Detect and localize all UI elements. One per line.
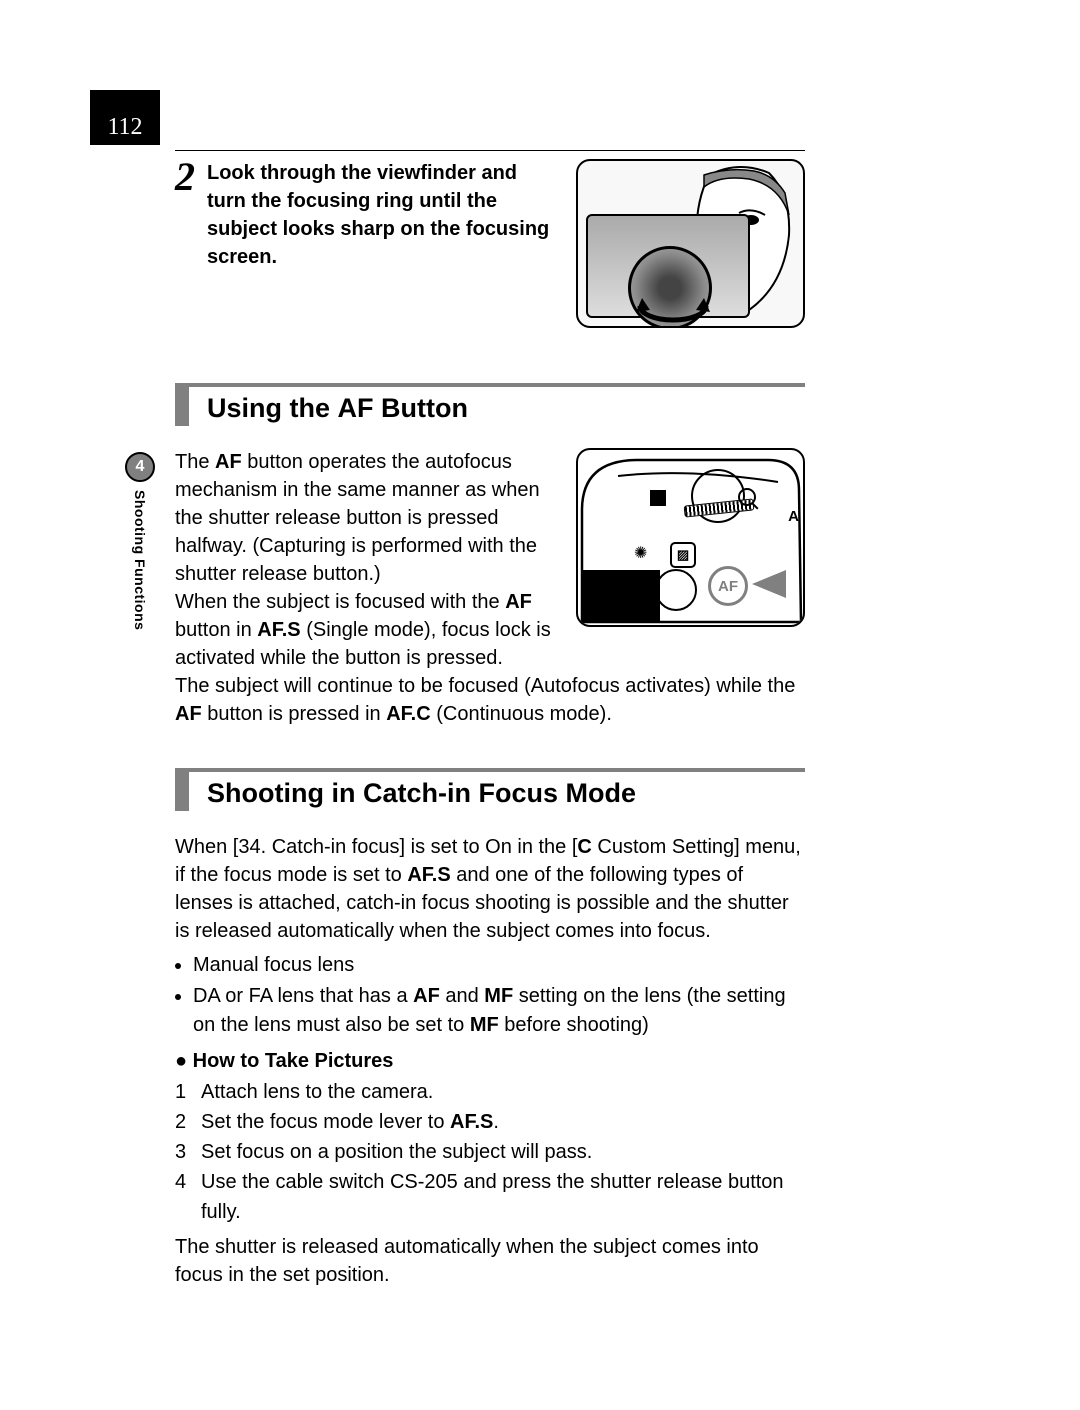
cia: When [34. Catch-in focus] is set to On i… <box>175 836 577 858</box>
bullet-1: Manual focus lens <box>193 954 354 976</box>
af-body-row: The AF button operates the autofocus mec… <box>175 448 805 672</box>
step-t: Use the cable switch CS-205 and press th… <box>201 1167 805 1227</box>
b2g: before shooting) <box>499 1014 649 1036</box>
af-button-illustration: A ✺ ▨ AF <box>576 448 805 627</box>
rotate-arrow-icon <box>628 286 718 326</box>
magnifier-icon <box>738 488 756 506</box>
p3a: The subject will continue to be focused … <box>175 675 795 697</box>
p2d: AF.S <box>257 619 300 641</box>
howto-steps: 1 Attach lens to the camera. 2 Set the foc… <box>175 1077 805 1227</box>
page-number: 112 <box>90 90 160 145</box>
step-t: Set focus on a position the subject will… <box>201 1137 592 1167</box>
chapter-number-badge: 4 <box>125 452 155 482</box>
title-prefix: Using the <box>207 393 338 423</box>
step-t: Set the focus mode lever to AF.S. <box>201 1107 499 1137</box>
a-label: A <box>788 508 799 525</box>
step-2-row: 2 Look through the viewfinder and turn t… <box>175 159 805 328</box>
list-item: DA or FA lens that has a AF and MF setti… <box>193 982 805 1040</box>
s2c: . <box>493 1111 499 1133</box>
p3d: AF.C <box>386 703 430 725</box>
p3c: button is pressed in <box>202 703 387 725</box>
step-t: Attach lens to the camera. <box>201 1077 433 1107</box>
p1b: AF <box>215 451 242 473</box>
p2c: button in <box>175 619 257 641</box>
ev-icon: ▨ <box>670 542 696 568</box>
title-suffix: Button <box>374 393 468 423</box>
catch-closing: The shutter is released automatically wh… <box>175 1233 805 1289</box>
p2a: When the subject is focused with the <box>175 591 505 613</box>
step-number: 2 <box>175 157 195 197</box>
chapter-label: Shooting Functions <box>132 490 148 630</box>
list-item: 1 Attach lens to the camera. <box>175 1077 805 1107</box>
p3b: AF <box>175 703 202 725</box>
list-item: 3 Set focus on a position the subject wil… <box>175 1137 805 1167</box>
list-item: 2 Set the focus mode lever to AF.S. <box>175 1107 805 1137</box>
section-catch-in-focus: Shooting in Catch-in Focus Mode When [34… <box>175 768 805 1289</box>
section-header-bar <box>175 772 189 811</box>
s2a: Set the focus mode lever to <box>201 1111 450 1133</box>
section-header: Using the AF Button <box>175 383 805 426</box>
section-header-bar <box>175 387 189 426</box>
p3e: (Continuous mode). <box>431 703 612 725</box>
af-button-icon: AF <box>708 566 748 606</box>
list-item: Manual focus lens <box>193 951 805 980</box>
section-header-catch: Shooting in Catch-in Focus Mode <box>175 768 805 811</box>
camera-back-outline-icon <box>578 450 803 625</box>
p1a: The <box>175 451 215 473</box>
section-title-catch: Shooting in Catch-in Focus Mode <box>207 772 636 811</box>
side-tab: 4 Shooting Functions <box>120 452 160 630</box>
step-n: 4 <box>175 1167 191 1227</box>
s2b: AF.S <box>450 1111 493 1133</box>
step-n: 3 <box>175 1137 191 1167</box>
title-af: AF <box>338 393 374 423</box>
cib: C <box>577 836 591 858</box>
howto-heading: How to Take Pictures <box>175 1050 805 1073</box>
catch-intro: When [34. Catch-in focus] is set to On i… <box>175 833 805 945</box>
list-item: 4Use the cable switch CS-205 and press t… <box>175 1167 805 1227</box>
cid: AF.S <box>407 864 450 886</box>
b2a: DA or FA lens that has a <box>193 985 413 1007</box>
b2c: and <box>440 985 484 1007</box>
b2f: MF <box>470 1014 499 1036</box>
content-area: 2 Look through the viewfinder and turn t… <box>175 150 805 1289</box>
b2b: AF <box>413 985 440 1007</box>
af-arrow-icon <box>752 570 786 598</box>
af-para3: The subject will continue to be focused … <box>175 672 805 728</box>
lens-type-list: Manual focus lens DA or FA lens that has… <box>175 951 805 1040</box>
p2b: AF <box>505 591 532 613</box>
af-point-icon <box>650 490 666 506</box>
step-2-text: Look through the viewfinder and turn the… <box>207 159 556 271</box>
af-body-text: The AF button operates the autofocus mec… <box>175 448 562 672</box>
viewfinder-illustration <box>576 159 805 328</box>
b2d: MF <box>484 985 513 1007</box>
section-title: Using the AF Button <box>207 387 468 426</box>
step-n: 1 <box>175 1077 191 1107</box>
camera-back-icons: A ✺ ▨ AF <box>578 450 803 625</box>
top-rule <box>175 150 805 151</box>
gear-icon: ✺ <box>634 543 648 557</box>
section-using-af-button: Using the AF Button The AF button operat… <box>175 383 805 728</box>
step-n: 2 <box>175 1107 191 1137</box>
